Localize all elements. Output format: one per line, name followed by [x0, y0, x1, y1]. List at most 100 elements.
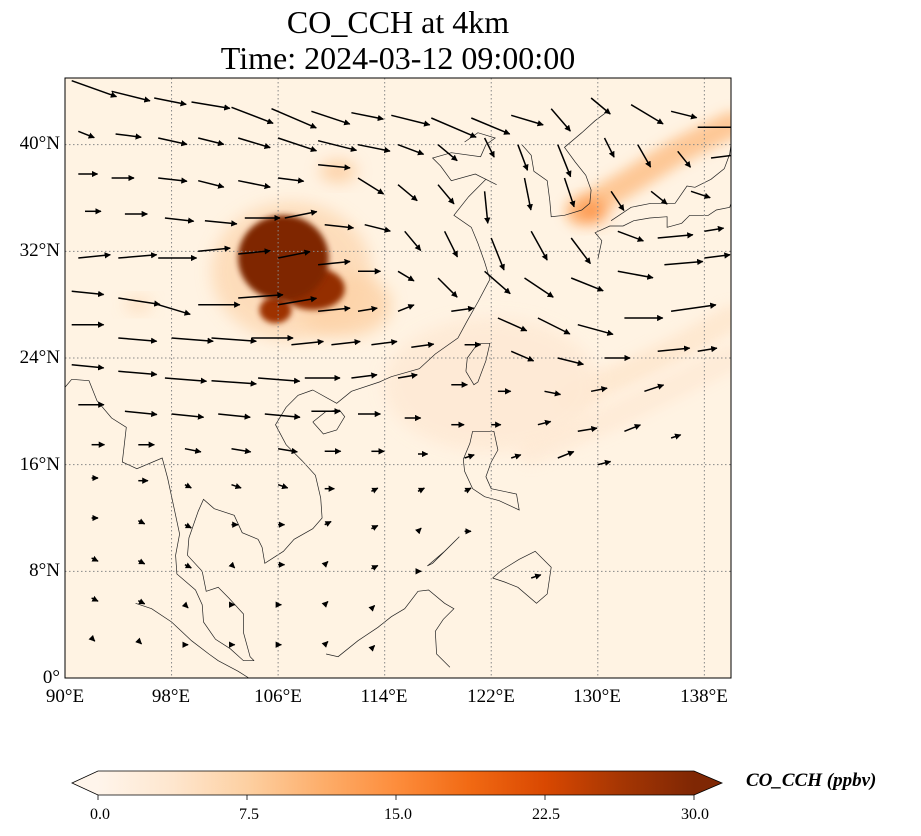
wind-arrow: [118, 370, 158, 378]
wind-arrow: [417, 487, 425, 494]
lon-tick-label: 114°E: [360, 686, 408, 707]
wind-arrow: [237, 137, 271, 149]
wind-arrow: [397, 304, 415, 312]
wind-arrow: [397, 270, 415, 282]
wind-arrow: [198, 179, 225, 189]
wind-arrow: [483, 191, 491, 224]
wind-arrow: [158, 177, 188, 184]
borneo-north: [326, 589, 455, 668]
wind-arrow: [664, 258, 704, 266]
wind-arrow: [135, 637, 143, 645]
wind-arrow: [371, 339, 398, 346]
wind-arrow: [557, 144, 572, 178]
korea-japan-spot: [575, 199, 608, 224]
wind-arrow: [231, 483, 242, 490]
lon-tick-label: 106°E: [254, 686, 302, 707]
wind-arrow: [617, 270, 654, 280]
wind-arrow: [544, 390, 562, 397]
wind-arrow: [610, 190, 625, 212]
china-coast: [312, 132, 497, 404]
wind-arrow: [277, 249, 311, 259]
map-title: CO_CCH at 4km: [286, 4, 510, 40]
wind-arrow: [181, 601, 189, 609]
wind-arrow: [537, 419, 552, 426]
lat-tick-label: 32°N: [19, 240, 60, 261]
wind-arrow: [238, 292, 284, 299]
wind-arrow: [211, 379, 257, 387]
sichuan-basin-core: [238, 215, 329, 301]
wind-arrow: [184, 482, 192, 489]
wind-arrow: [318, 163, 351, 171]
wind-arrow: [437, 144, 458, 162]
wind-arrow: [324, 520, 332, 527]
wind-arrow: [71, 363, 105, 371]
wind-arrow: [397, 184, 418, 202]
wind-arrow: [537, 317, 571, 335]
wind-arrow: [124, 410, 158, 418]
wind-arrow: [670, 433, 682, 440]
wind-arrow: [471, 117, 511, 135]
wind-arrow: [157, 303, 191, 316]
wind-arrow: [637, 144, 652, 168]
wind-arrow: [184, 447, 202, 454]
wind-arrow: [91, 595, 99, 602]
north-china-spot: [319, 160, 357, 182]
wind-arrow: [464, 453, 475, 460]
wind-arrow: [78, 130, 95, 139]
wind-arrow: [483, 137, 495, 158]
japan-sea-side: [610, 144, 731, 221]
wind-arrow: [351, 372, 378, 379]
wind-arrow: [311, 110, 351, 126]
wind-arrow: [597, 459, 612, 466]
lat-tick-label: 24°N: [19, 347, 60, 368]
wind-arrow: [590, 97, 611, 115]
wind-arrow: [570, 237, 592, 265]
wind-arrow: [211, 337, 257, 344]
colorbar-gradient: [98, 771, 694, 795]
colorbar-extend-low: [72, 771, 98, 795]
wind-arrow: [71, 290, 105, 298]
wind-arrow: [523, 177, 533, 211]
wind-arrow: [657, 345, 691, 353]
wind-arrow: [154, 97, 187, 107]
vietnam-coast: [257, 389, 323, 564]
wind-arrow: [71, 79, 118, 98]
colorbar-tick-label: 0.0: [90, 806, 110, 823]
wind-arrow: [563, 177, 576, 208]
wind-arrow: [137, 598, 146, 605]
wind-arrow: [371, 564, 379, 571]
wind-arrow: [437, 277, 458, 298]
wind-arrow: [510, 114, 544, 127]
colorbar: [71, 770, 724, 800]
lon-tick-label: 98°E: [151, 686, 191, 707]
lat-tick-label: 8°N: [29, 560, 60, 581]
japan-kyushu-honshu: [594, 203, 731, 260]
wind-arrow: [321, 600, 329, 608]
taiwan: [465, 342, 491, 386]
wind-arrow: [690, 190, 711, 199]
wind-arrow: [464, 487, 472, 494]
wind-arrow: [414, 527, 422, 535]
wind-arrow: [198, 137, 225, 147]
wind-arrow: [351, 111, 385, 122]
wind-arrow: [258, 377, 301, 384]
gulf-of-thailand: [187, 498, 259, 661]
wind-arrow: [397, 143, 425, 156]
wind-arrow: [118, 297, 161, 307]
wind-arrow: [137, 518, 146, 525]
wind-arrow: [231, 447, 252, 455]
colorbar-tick-label: 15.0: [384, 806, 412, 823]
wind-arrow: [191, 101, 231, 111]
wind-arrow: [331, 338, 361, 346]
wind-arrow: [111, 90, 151, 103]
colorbar-tick-label: 7.5: [239, 806, 259, 823]
wind-arrow: [404, 230, 422, 251]
wind-arrow: [530, 573, 542, 580]
wind-arrow: [291, 338, 325, 346]
wind-arrow: [284, 209, 318, 219]
wind-arrow: [697, 345, 718, 353]
bay-of-bengal: [65, 379, 72, 388]
colorbar-tick-label: 30.0: [681, 806, 709, 823]
wind-arrow: [115, 133, 142, 140]
